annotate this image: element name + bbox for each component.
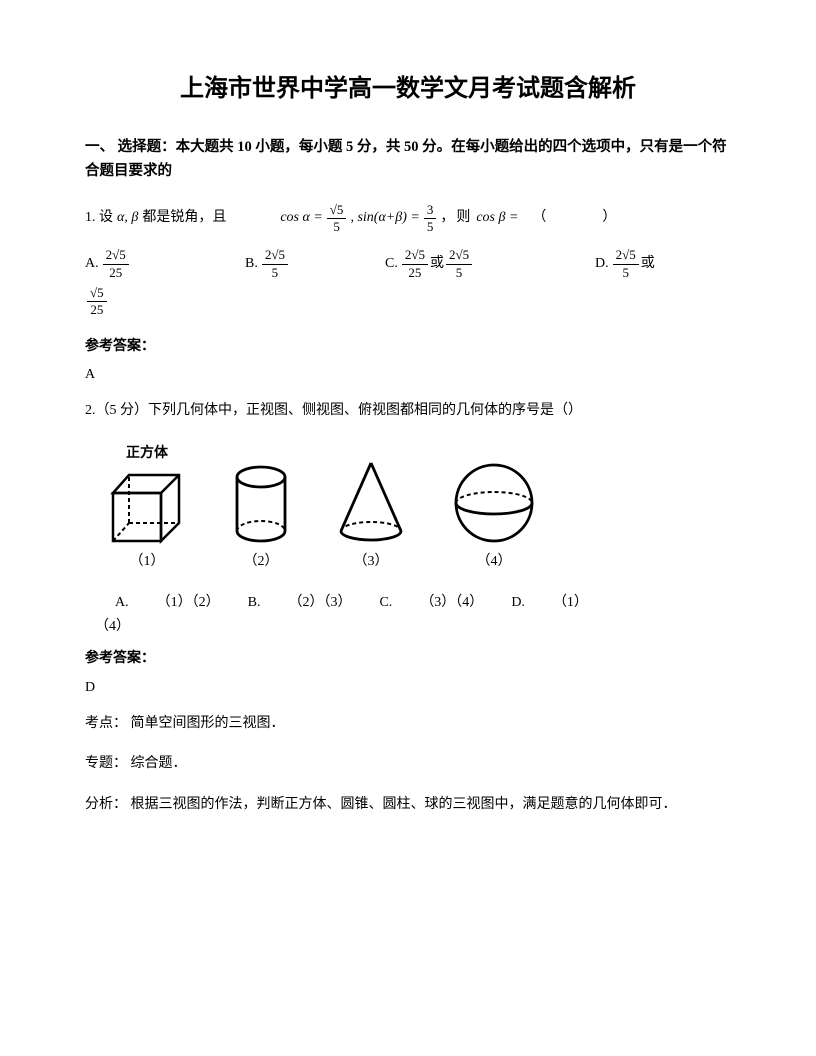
cube-top-label: 正方体 <box>126 441 168 463</box>
frac-den: 25 <box>405 265 424 280</box>
diagram-cube: 正方体 （1） <box>105 441 189 574</box>
q2-optc-label: C. <box>379 592 392 614</box>
section-heading: 一、 选择题：本大题共 10 小题，每小题 5 分，共 50 分。在每小题给出的… <box>85 136 731 182</box>
q2-options-line2: （4） <box>95 616 731 638</box>
frac-den: 5 <box>269 265 282 280</box>
q2-options: A. （1）（2） B. （2）（3） C. （3）（4） D. （1） <box>115 592 731 614</box>
q1-answer-label: 参考答案： <box>85 336 731 358</box>
cap3: （3） <box>354 551 389 573</box>
q2-optd-val: （1） <box>553 592 588 614</box>
frac-den: 5 <box>619 265 632 280</box>
q1-opt-d: D. 2√5 5 或 <box>595 248 655 280</box>
q1-extra-frac: √5 25 <box>87 286 107 318</box>
opt-frac: 2√5 5 <box>613 248 639 280</box>
frac-num: 3 <box>424 203 437 219</box>
q2-opta-val: （1）（2） <box>157 592 220 614</box>
q1-opt-a: A. 2√5 25 <box>85 248 245 280</box>
q1-prefix: 1. 设 <box>85 207 113 229</box>
cube-icon <box>105 469 189 545</box>
q2-text: 2.（5 分）下列几何体中，正视图、侧视图、俯视图都相同的几何体的序号是（） <box>85 400 731 422</box>
frac-den: 5 <box>330 219 343 234</box>
frac-den: 5 <box>424 219 437 234</box>
opt-frac: 2√5 25 <box>402 248 428 280</box>
q2-opta-label: A. <box>115 592 129 614</box>
q1-cos-b-lhs: cos β = <box>476 207 518 229</box>
q1-row: 1. 设 α, β 都是锐角，且 cos α = √5 5 , sin(α+β)… <box>85 203 731 235</box>
cap1: （1） <box>130 551 165 573</box>
or-text: 或 <box>641 253 655 275</box>
q2-optd-label: D. <box>511 592 525 614</box>
q1-comma: ， <box>440 207 454 229</box>
q2-answer: D <box>85 677 731 699</box>
q2-optd-val2: （4） <box>95 616 130 638</box>
q2-optb-val: （2）（3） <box>288 592 351 614</box>
frac-num: √5 <box>87 286 107 302</box>
q1-mid1: 都是锐角，且 <box>142 207 226 229</box>
sphere-icon <box>449 461 539 545</box>
q1-sin-lhs: , sin(α+β) = <box>350 207 419 229</box>
frac-num: √5 <box>327 203 347 219</box>
q2-optb-label: B. <box>248 592 261 614</box>
q2-answer-label: 参考答案： <box>85 648 731 670</box>
opt-frac: 2√5 5 <box>446 248 472 280</box>
q1-alphabeta: α, β <box>117 207 138 229</box>
opt-label: B. <box>245 253 258 275</box>
q1-tail: （ ） <box>532 207 616 229</box>
diagram-cone: （3） <box>333 459 409 573</box>
cap2: （2） <box>244 551 279 573</box>
q1-cos-a-lhs: cos α = <box>280 207 322 229</box>
frac-den: 25 <box>87 302 106 317</box>
q1-mid2: 则 <box>456 207 470 229</box>
opt-frac: 2√5 5 <box>262 248 288 280</box>
diagram-sphere: （4） <box>449 461 539 573</box>
frac-den: 5 <box>453 265 466 280</box>
diagram-row: 正方体 （1） （2） <box>105 441 731 574</box>
opt-label: C. <box>385 253 398 275</box>
frac-num: 2√5 <box>402 248 428 264</box>
frac-num: 2√5 <box>262 248 288 264</box>
q1-options: A. 2√5 25 B. 2√5 5 C. 2√5 25 或 2√5 5 D. … <box>85 248 731 280</box>
q2-kaodian: 考点： 简单空间图形的三视图． <box>85 713 731 735</box>
diagram-cylinder: （2） <box>229 463 293 573</box>
q1-opt-c: C. 2√5 25 或 2√5 5 <box>385 248 595 280</box>
frac-den: 25 <box>106 265 125 280</box>
q2-optc-val: （3）（4） <box>420 592 483 614</box>
q1-answer: A <box>85 364 731 386</box>
opt-label: A. <box>85 253 99 275</box>
cap4: （4） <box>477 551 512 573</box>
or-text: 或 <box>430 253 444 275</box>
page-title: 上海市世界中学高一数学文月考试题含解析 <box>85 70 731 108</box>
cone-icon <box>333 459 409 545</box>
cylinder-icon <box>229 463 293 545</box>
frac-num: 2√5 <box>613 248 639 264</box>
opt-label: D. <box>595 253 609 275</box>
q1-opt-b: B. 2√5 5 <box>245 248 385 280</box>
q2-fenxi: 分析： 根据三视图的作法，判断正方体、圆锥、圆柱、球的三视图中，满足题意的几何体… <box>85 794 731 816</box>
q1-cos-a-frac: √5 5 <box>327 203 347 235</box>
frac-num: 2√5 <box>103 248 129 264</box>
q1-sin-frac: 3 5 <box>424 203 437 235</box>
q2-zhuanti: 专题： 综合题． <box>85 753 731 775</box>
frac-num: 2√5 <box>446 248 472 264</box>
opt-frac: 2√5 25 <box>103 248 129 280</box>
